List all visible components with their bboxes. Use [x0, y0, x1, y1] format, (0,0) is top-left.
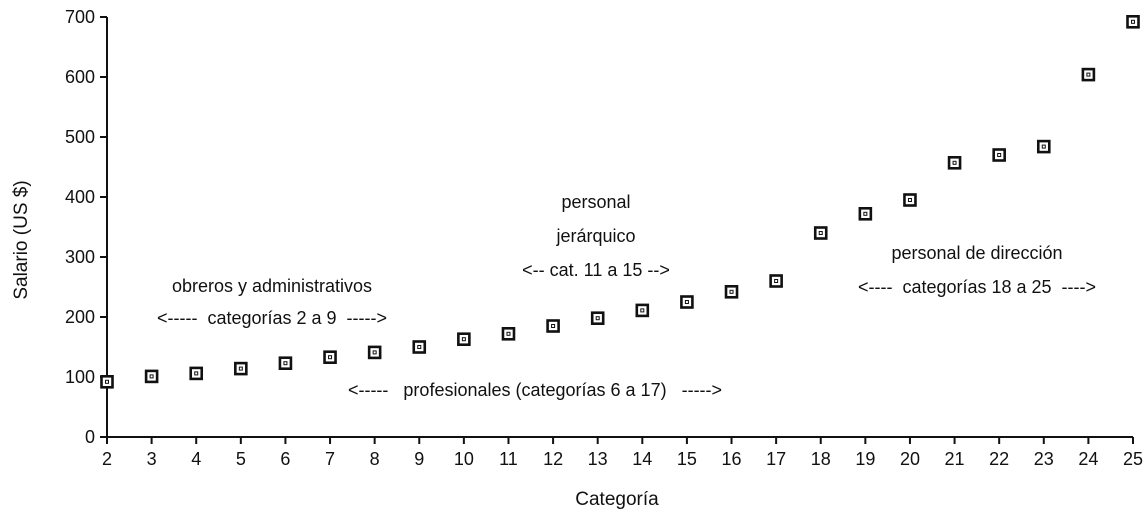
- y-tick-label: 600: [65, 67, 95, 87]
- x-axis-title: Categoría: [575, 489, 659, 510]
- y-tick-label: 200: [65, 307, 95, 327]
- data-point: [412, 340, 427, 354]
- data-point: [278, 356, 293, 371]
- data-point: [323, 350, 337, 365]
- data-point: [635, 303, 650, 318]
- annotation-obreros-title: obreros y administrativos: [172, 276, 372, 296]
- y-tick-label: 100: [65, 367, 95, 387]
- data-point: [100, 374, 114, 389]
- x-tick-label: 12: [543, 449, 563, 469]
- x-tick-label: 18: [811, 449, 831, 469]
- y-axis: 0 100 200 300 400 500 600 700: [65, 7, 108, 447]
- x-tick-label: 22: [989, 449, 1009, 469]
- x-tick-label: 9: [414, 449, 424, 469]
- x-tick-label: 15: [677, 449, 697, 469]
- x-tick-label: 4: [191, 449, 201, 469]
- data-point: [189, 366, 204, 381]
- data-point: [813, 226, 828, 240]
- data-point: [501, 326, 516, 341]
- annotation-profesionales: <----- profesionales (categorías 6 a 17)…: [348, 380, 722, 400]
- y-tick-label: 700: [65, 7, 95, 27]
- data-point: [1081, 67, 1096, 82]
- data-point: [769, 274, 783, 288]
- x-tick-label: 17: [766, 449, 786, 469]
- x-tick-label: 5: [236, 449, 246, 469]
- x-tick-label: 7: [325, 449, 335, 469]
- x-tick-label: 3: [147, 449, 157, 469]
- data-point: [947, 156, 962, 170]
- x-tick-label: 16: [722, 449, 742, 469]
- y-tick-label: 400: [65, 187, 95, 207]
- x-tick-label: 21: [945, 449, 965, 469]
- data-point: [546, 319, 560, 333]
- y-axis-title: Salario (US $): [11, 180, 32, 299]
- data-point: [903, 193, 917, 207]
- x-tick-label: 8: [370, 449, 380, 469]
- data-points: [100, 14, 1140, 389]
- x-tick-label: 25: [1123, 449, 1143, 469]
- x-tick-label: 11: [499, 449, 518, 469]
- annotation-jerarquico-line1: personal: [561, 192, 630, 212]
- data-point: [858, 207, 873, 221]
- annotation-jerarquico-range: <-- cat. 11 a 15 -->: [522, 260, 670, 280]
- data-point: [367, 345, 382, 360]
- x-tick-label: 23: [1034, 449, 1054, 469]
- x-tick-label: 20: [900, 449, 920, 469]
- annotation-direccion-title: personal de dirección: [891, 243, 1062, 263]
- annotation-direccion-range: <---- categorías 18 a 25 ---->: [858, 277, 1096, 297]
- x-tick-label: 10: [454, 449, 474, 469]
- x-tick-label: 13: [588, 449, 608, 469]
- x-tick-label: 19: [855, 449, 875, 469]
- data-point: [234, 361, 248, 376]
- data-point: [1036, 139, 1051, 154]
- x-tick-label: 2: [102, 449, 112, 469]
- y-tick-label: 300: [65, 247, 95, 267]
- y-tick-label: 0: [85, 427, 95, 447]
- x-tick-label: 6: [280, 449, 290, 469]
- data-point: [724, 284, 739, 299]
- x-tick-label: 24: [1078, 449, 1098, 469]
- annotation-obreros-range: <----- categorías 2 a 9 ----->: [157, 308, 387, 328]
- y-tick-label: 500: [65, 127, 95, 147]
- data-point: [457, 332, 471, 347]
- data-point: [144, 369, 159, 384]
- annotation-jerarquico-line2: jerárquico: [555, 226, 635, 246]
- data-point: [590, 311, 605, 326]
- x-axis: 2 3 4 5 6 7 8 9 10 11 12 13 14 15 16 17 18 19 20 21 22 23 24 25: [102, 436, 1143, 469]
- x-tick-label: 14: [632, 449, 652, 469]
- data-point: [992, 148, 1006, 162]
- data-point: [1126, 14, 1140, 29]
- data-point: [680, 295, 694, 309]
